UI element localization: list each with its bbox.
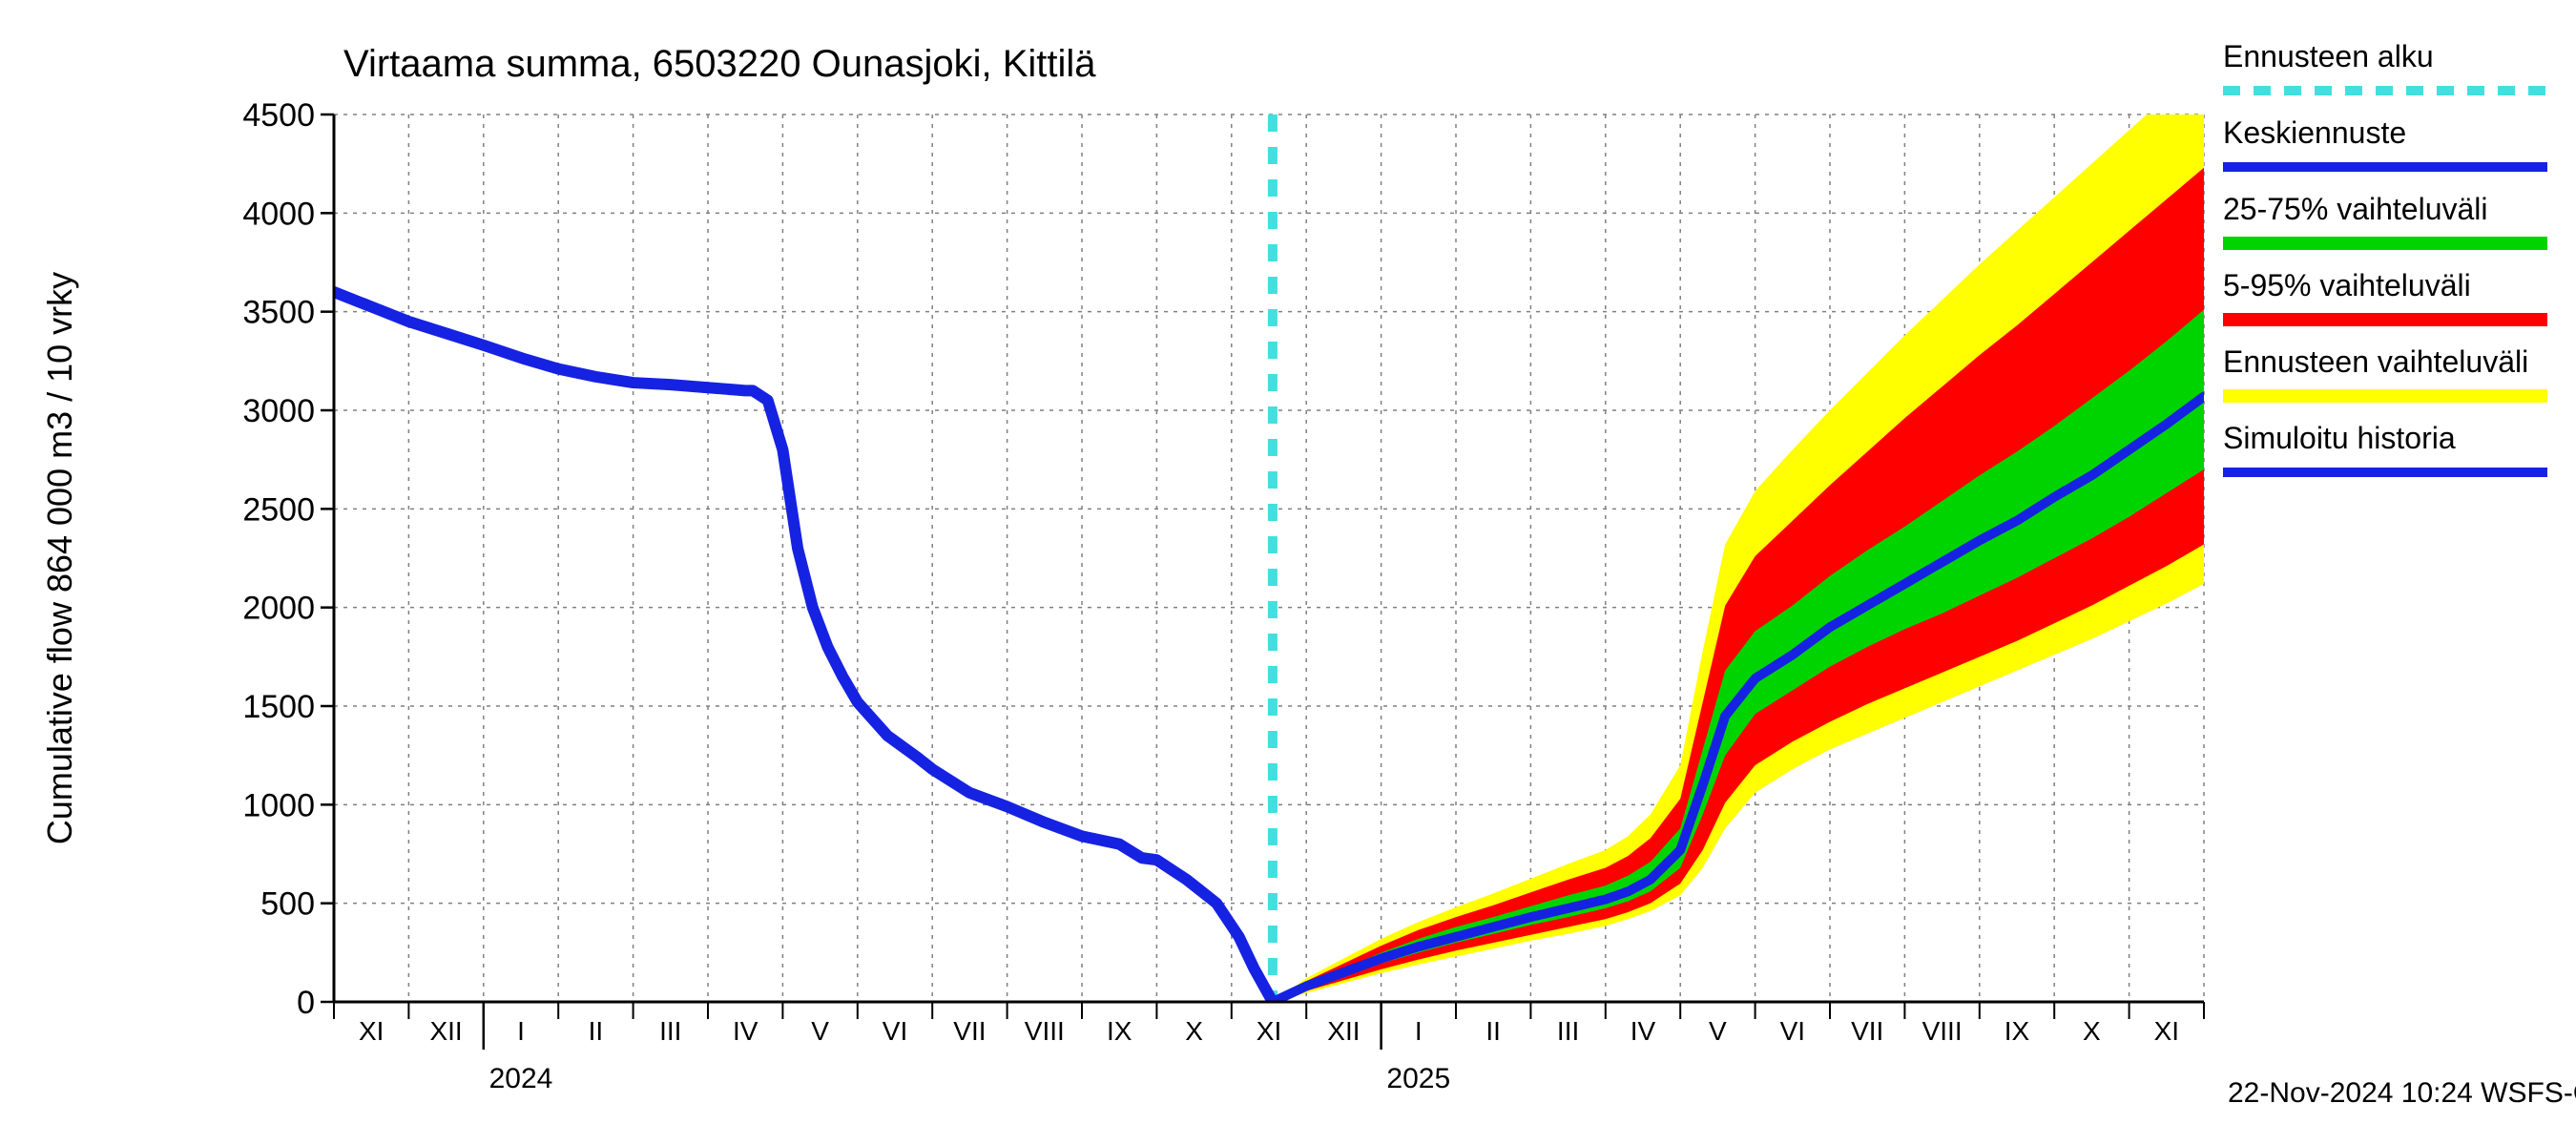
- legend-swatch: [2223, 468, 2547, 477]
- legend-swatch: [2223, 389, 2547, 403]
- month-label: IX: [2005, 1016, 2030, 1046]
- ytick-label: 4500: [242, 97, 315, 134]
- legend-label: Keskiennuste: [2223, 115, 2406, 150]
- legend-swatch: [2223, 162, 2547, 172]
- month-label: VIII: [1922, 1016, 1963, 1046]
- chart-container: 050010001500200025003000350040004500XIXI…: [0, 0, 2576, 1145]
- ytick-label: 3500: [242, 295, 315, 331]
- month-label: XII: [429, 1016, 462, 1046]
- ytick-label: 1000: [242, 787, 315, 823]
- year-label: 2025: [1386, 1063, 1450, 1094]
- ytick-label: 2000: [242, 591, 315, 627]
- footer-text: 22-Nov-2024 10:24 WSFS-O: [2228, 1077, 2576, 1109]
- month-label: IV: [733, 1016, 758, 1046]
- month-label: IX: [1107, 1016, 1132, 1046]
- legend-label: Simuloitu historia: [2223, 421, 2456, 455]
- month-label: I: [517, 1016, 525, 1046]
- month-label: VII: [953, 1016, 986, 1046]
- month-label: VII: [1851, 1016, 1883, 1046]
- ytick-label: 2500: [242, 491, 315, 528]
- month-label: X: [1185, 1016, 1203, 1046]
- month-label: XII: [1327, 1016, 1360, 1046]
- chart-title: Virtaama summa, 6503220 Ounasjoki, Kitti…: [343, 43, 1096, 85]
- ytick-label: 3000: [242, 393, 315, 429]
- legend-label: 25-75% vaihteluväli: [2223, 192, 2488, 226]
- month-label: V: [811, 1016, 829, 1046]
- legend-swatch: [2223, 237, 2547, 250]
- year-label: 2024: [489, 1063, 553, 1094]
- month-label: XI: [2154, 1016, 2179, 1046]
- month-label: VIII: [1025, 1016, 1065, 1046]
- legend-label: Ennusteen vaihteluväli: [2223, 344, 2528, 379]
- month-label: II: [589, 1016, 604, 1046]
- month-label: III: [1557, 1016, 1579, 1046]
- month-label: X: [2083, 1016, 2101, 1046]
- month-label: III: [659, 1016, 681, 1046]
- month-label: II: [1485, 1016, 1501, 1046]
- legend-swatch: [2223, 313, 2547, 326]
- ytick-label: 1500: [242, 689, 315, 725]
- month-label: XI: [1257, 1016, 1281, 1046]
- month-label: V: [1709, 1016, 1727, 1046]
- month-label: XI: [359, 1016, 384, 1046]
- y-axis-label: Cumulative flow 864 000 m3 / 10 vrky: [40, 272, 79, 844]
- ytick-label: 0: [297, 985, 315, 1021]
- legend-label: Ennusteen alku: [2223, 39, 2434, 73]
- ytick-label: 4000: [242, 196, 315, 232]
- legend-label: 5-95% vaihteluväli: [2223, 268, 2471, 302]
- month-label: VI: [1780, 1016, 1805, 1046]
- ytick-label: 500: [260, 886, 315, 923]
- chart-svg: 050010001500200025003000350040004500XIXI…: [0, 0, 2576, 1145]
- month-label: IV: [1631, 1016, 1656, 1046]
- month-label: I: [1415, 1016, 1423, 1046]
- month-label: VI: [883, 1016, 907, 1046]
